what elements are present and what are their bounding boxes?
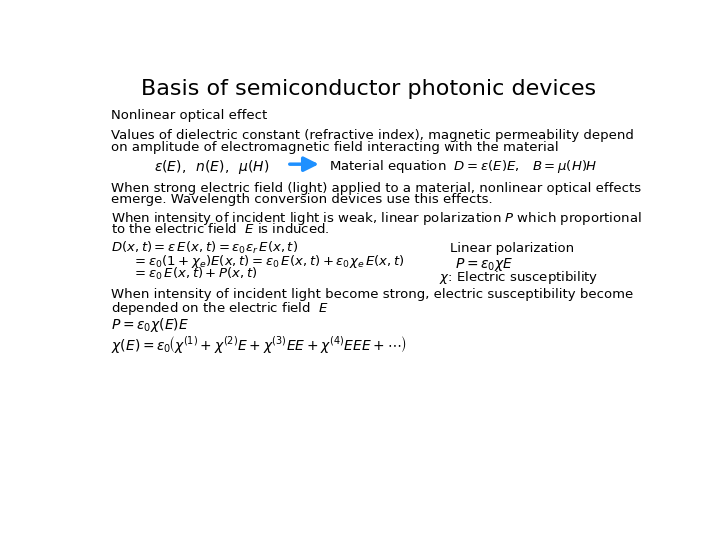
Text: $P=\varepsilon_0\chi(E)E$: $P=\varepsilon_0\chi(E)E$ [111,316,189,334]
Text: $\varepsilon(E),\;\; n(E),\;\; \mu(H)$: $\varepsilon(E),\;\; n(E),\;\; \mu(H)$ [154,158,270,177]
Text: $\chi$: Electric susceptibility: $\chi$: Electric susceptibility [438,269,598,286]
Text: Basis of semiconductor photonic devices: Basis of semiconductor photonic devices [141,79,597,99]
Text: $=\varepsilon_0\, E(x,t)+P(x,t)$: $=\varepsilon_0\, E(x,t)+P(x,t)$ [132,266,258,282]
Text: to the electric field  $\mathit{E}$ is induced.: to the electric field $\mathit{E}$ is in… [111,222,330,236]
Text: emerge. Wavelength conversion devices use this effects.: emerge. Wavelength conversion devices us… [111,193,492,206]
Text: Linear polarization: Linear polarization [450,241,574,254]
Text: Nonlinear optical effect: Nonlinear optical effect [111,109,267,122]
Text: Values of dielectric constant (refractive index), magnetic permeability depend: Values of dielectric constant (refractiv… [111,129,634,142]
Text: on amplitude of electromagnetic field interacting with the material: on amplitude of electromagnetic field in… [111,141,559,154]
Text: $P=\varepsilon_0\chi E$: $P=\varepsilon_0\chi E$ [456,256,514,273]
Text: When intensity of incident light is weak, linear polarization $\mathit{P}$ which: When intensity of incident light is weak… [111,210,642,227]
Text: When intensity of incident light become strong, electric susceptibility become: When intensity of incident light become … [111,288,634,301]
Text: $D(x,t)=\varepsilon\, E(x,t)=\varepsilon_0\varepsilon_r\, E(x,t)$: $D(x,t)=\varepsilon\, E(x,t)=\varepsilon… [111,239,298,255]
Text: Material equation  $D=\varepsilon(E)E,\;\;\; B=\mu(H)H$: Material equation $D=\varepsilon(E)E,\;\… [329,158,597,176]
Text: When strong electric field (light) applied to a material, nonlinear optical effe: When strong electric field (light) appli… [111,182,642,195]
Text: $\chi(E)=\varepsilon_0\!\left(\chi^{(1)}+\chi^{(2)}E+\chi^{(3)}EE+\chi^{(4)}EEE+: $\chi(E)=\varepsilon_0\!\left(\chi^{(1)}… [111,334,408,355]
Text: $=\varepsilon_0(1+\chi_e)E(x,t)=\varepsilon_0\, E(x,t)+\varepsilon_0\chi_e\, E(x: $=\varepsilon_0(1+\chi_e)E(x,t)=\varepsi… [132,253,405,270]
Text: depended on the electric field  $\mathit{E}$: depended on the electric field $\mathit{… [111,300,329,317]
